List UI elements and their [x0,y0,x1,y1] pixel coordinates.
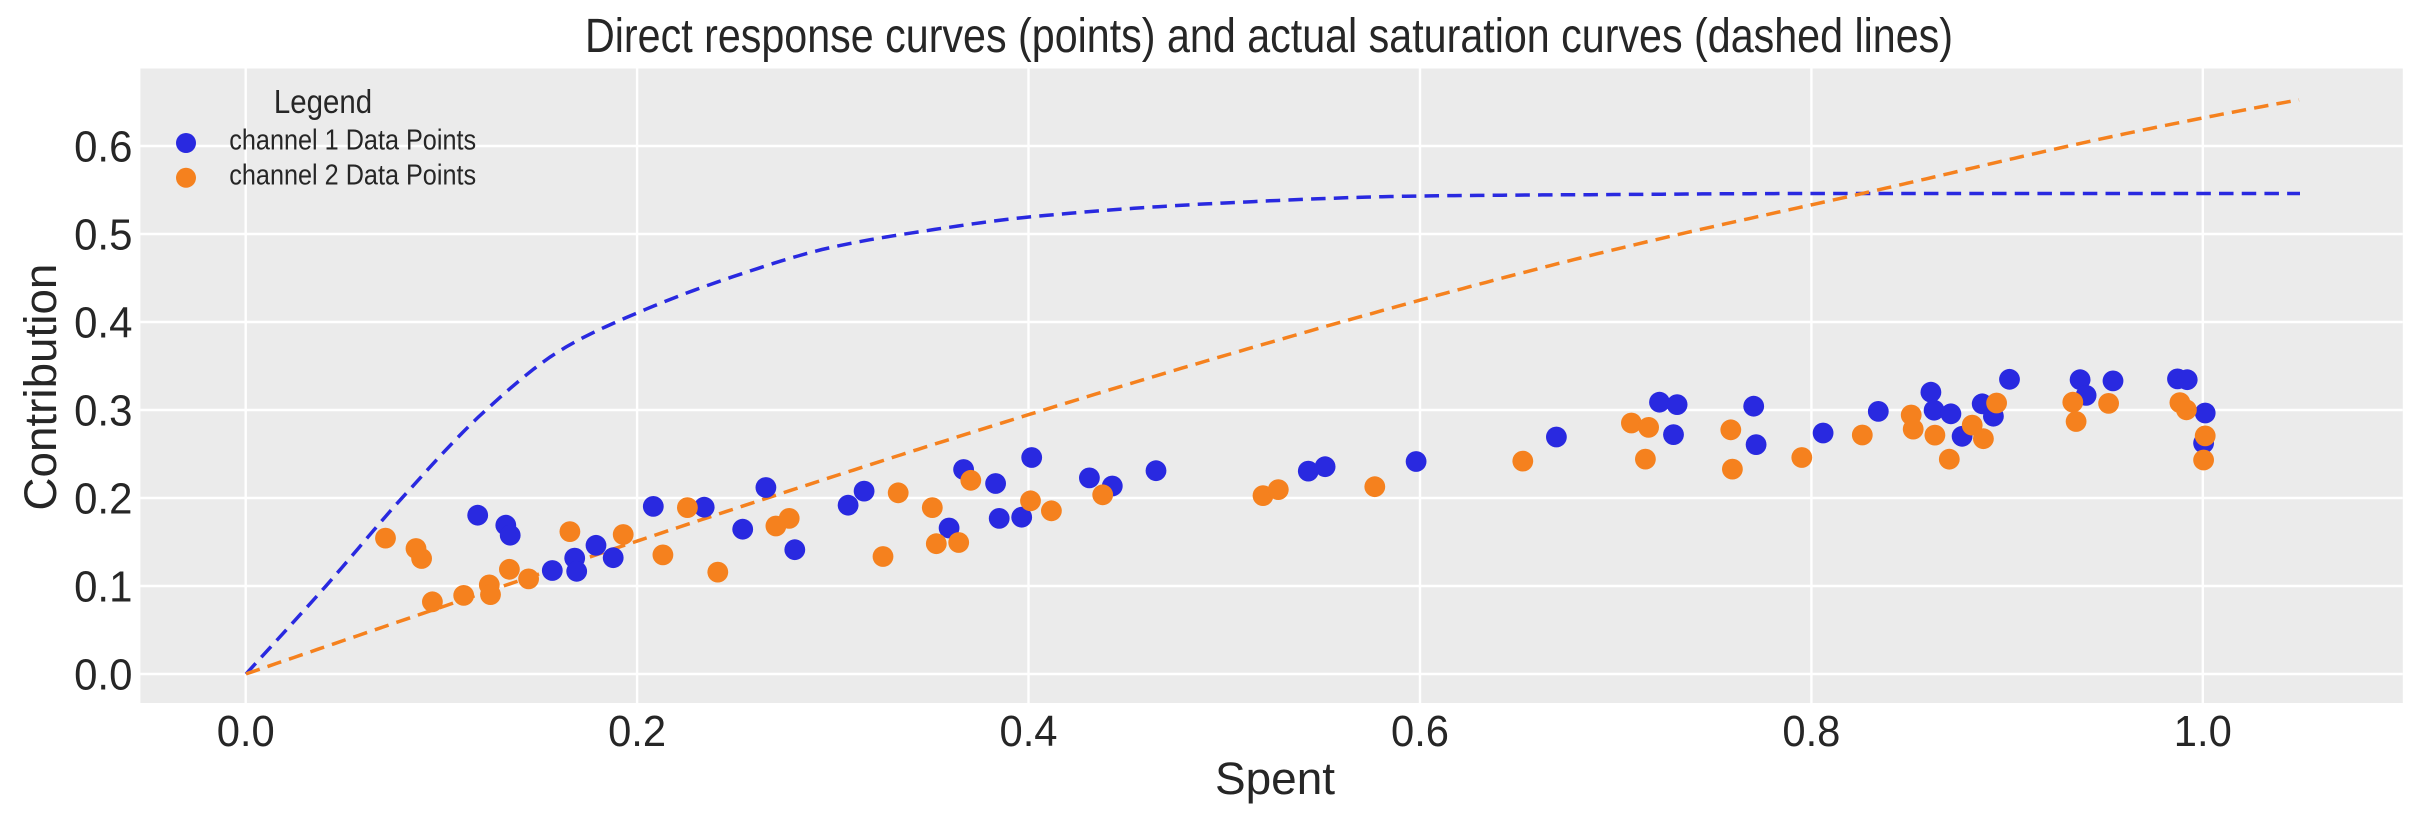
svg-text:0.6: 0.6 [1391,707,1449,756]
svg-text:channel 1 Data Points: channel 1 Data Points [229,125,476,157]
svg-text:Direct response curves (points: Direct response curves (points) and actu… [585,10,1953,63]
svg-text:0.0: 0.0 [74,651,132,700]
svg-text:0.6: 0.6 [74,123,132,172]
svg-text:0.2: 0.2 [608,707,666,756]
svg-text:channel 2 Data Points: channel 2 Data Points [229,159,476,191]
svg-text:Legend: Legend [274,83,372,120]
svg-text:0.4: 0.4 [1000,707,1058,756]
svg-text:0.1: 0.1 [74,563,132,612]
svg-text:Contribution: Contribution [15,264,66,511]
svg-text:0.8: 0.8 [1782,707,1840,756]
svg-text:0.2: 0.2 [74,475,132,524]
svg-text:0.0: 0.0 [217,707,275,756]
svg-text:0.4: 0.4 [74,299,132,348]
svg-text:0.3: 0.3 [74,387,132,436]
svg-text:0.5: 0.5 [74,211,132,260]
svg-text:Spent: Spent [1215,753,1335,804]
svg-text:1.0: 1.0 [2174,707,2232,756]
